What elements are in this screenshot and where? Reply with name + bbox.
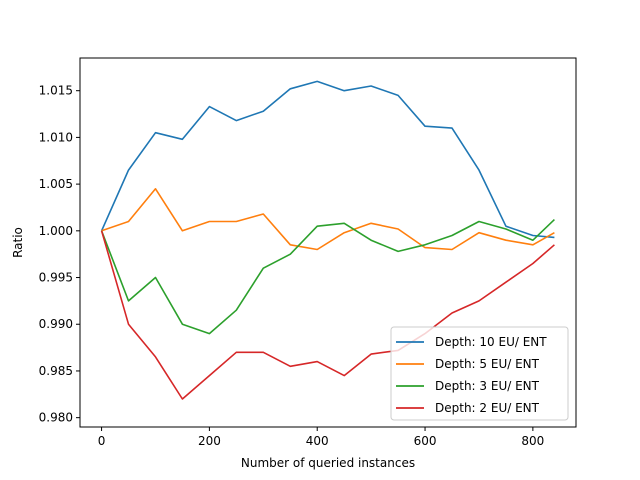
y-tick-label: 1.005	[39, 177, 73, 191]
x-tick-label: 800	[521, 434, 544, 448]
series-line-3	[100, 230, 555, 400]
series-layer	[100, 80, 555, 400]
series-line-2	[100, 219, 555, 335]
y-tick-label: 0.995	[39, 271, 73, 285]
x-tick-label: 400	[306, 434, 329, 448]
series-line-1	[101, 188, 555, 251]
legend-label-depth-2: Depth: 2 EU/ ENT	[435, 401, 540, 415]
x-tick-label: 600	[414, 434, 437, 448]
y-axis: 0.980 0.985 0.990 0.995 1.000 1.005 1.010 1.015	[39, 84, 80, 425]
y-axis-label: Ratio	[11, 227, 25, 258]
legend-label-depth-10: Depth: 10 EU/ ENT	[435, 335, 547, 349]
x-tick-label: 200	[198, 434, 221, 448]
y-tick-label: 0.985	[39, 364, 73, 378]
legend-box	[390, 326, 569, 421]
y-tick-label: 1.015	[39, 84, 73, 98]
y-tick-label: 1.010	[39, 130, 73, 144]
x-tick-label: 0	[98, 434, 106, 448]
legend-label-depth-5: Depth: 5 EU/ ENT	[435, 357, 540, 371]
y-tick-label: 1.000	[39, 224, 73, 238]
y-tick-label: 0.980	[39, 411, 73, 425]
legend: Depth: 10 EU/ ENT Depth: 5 EU/ ENT Depth…	[390, 326, 569, 421]
y-tick-label: 0.990	[39, 317, 73, 331]
plot-frame	[79, 57, 577, 428]
legend-label-depth-3: Depth: 3 EU/ ENT	[435, 379, 540, 393]
x-axis: 0 200 400 600 800	[98, 427, 544, 448]
series-line-0	[100, 80, 555, 239]
x-axis-label: Number of queried instances	[241, 456, 415, 470]
